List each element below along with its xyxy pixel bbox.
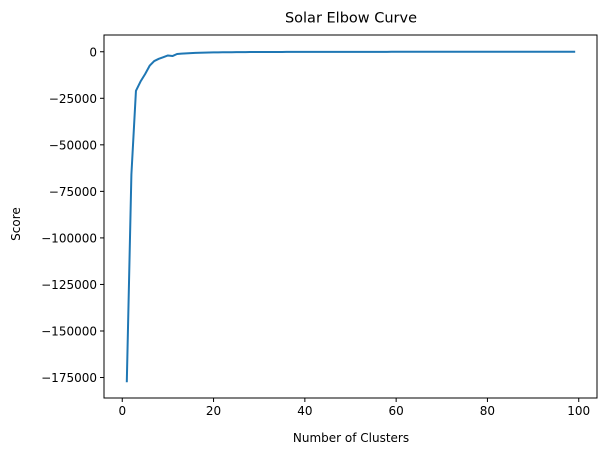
x-axis-label: Number of Clusters (293, 431, 409, 445)
x-tick-label: 0 (118, 404, 126, 418)
y-tick-label: −100000 (41, 231, 97, 245)
x-tick-label: 80 (480, 404, 495, 418)
x-tick-label: 40 (297, 404, 312, 418)
y-tick-label: 0 (89, 45, 97, 59)
y-tick-label: −25000 (49, 92, 97, 106)
chart-title: Solar Elbow Curve (285, 11, 417, 27)
y-tick-label: −75000 (49, 185, 97, 199)
x-tick-label: 60 (389, 404, 404, 418)
y-tick-label: −50000 (49, 138, 97, 152)
series-line-0 (125, 50, 576, 383)
y-tick-label: −175000 (41, 371, 97, 385)
y-tick-label: −150000 (41, 324, 97, 338)
x-tick-label: 20 (206, 404, 221, 418)
x-tick-label: 100 (567, 404, 590, 418)
y-axis-label: Score (9, 207, 23, 241)
y-tick-label: −125000 (41, 278, 97, 292)
plot-frame (103, 34, 598, 399)
